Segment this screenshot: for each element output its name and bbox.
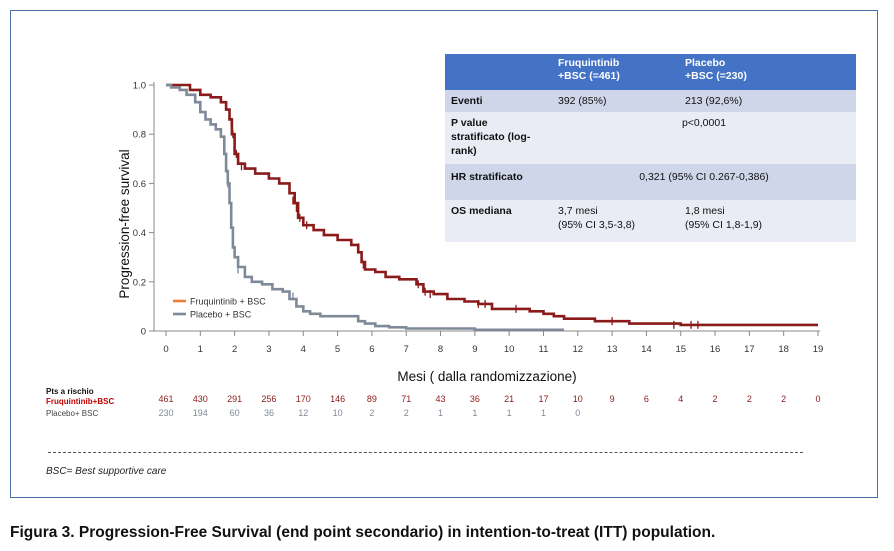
figure-frame [10,10,878,498]
risk-value: 461 [158,394,173,404]
risk-value: 2 [747,394,752,404]
table-header-empty [445,54,552,90]
row-label: P value stratificato (log- rank) [445,112,552,164]
x-tick-label: 1 [198,344,203,355]
cell-hr: 0,321 (95% CI 0.267-0,386) [552,164,856,200]
risk-value: 230 [158,408,173,418]
risk-value: 256 [261,394,276,404]
risk-value: 1 [541,408,546,418]
y-tick-label: 0.8 [133,130,146,141]
y-tick-label: 1.0 [133,81,146,92]
x-tick-label: 12 [573,344,584,355]
legend-entry: Placebo + BSC [190,310,252,320]
x-tick-label: 0 [163,344,168,355]
risk-value: 1 [472,408,477,418]
x-tick-label: 16 [710,344,721,355]
table-header-placebo: Placebo +BSC (=230) [679,54,856,90]
x-tick-label: 4 [301,344,306,355]
risk-value: 12 [298,408,308,418]
risk-value: 194 [193,408,208,418]
risk-value: 43 [436,394,446,404]
risk-value: 146 [330,394,345,404]
row-label: Eventi [445,90,552,112]
figure-caption: Figura 3. Progression-Free Survival (end… [10,524,716,541]
risk-row-label: Fruquintinib+BSC [46,397,114,406]
risk-value: 9 [610,394,615,404]
x-tick-label: 6 [369,344,374,355]
summary-table: Fruquintinib +BSC (=461) Placebo +BSC (=… [445,54,856,242]
series-line-1 [166,83,565,332]
risk-value: 71 [401,394,411,404]
risk-value: 17 [538,394,548,404]
table-row-pvalue: P value stratificato (log- rank) p<0,000… [445,112,856,164]
risk-value: 2 [781,394,786,404]
risk-value: 1 [438,408,443,418]
table-header-fruquintinib: Fruquintinib +BSC (=461) [552,54,679,90]
footnote: BSC= Best supportive care [46,466,167,477]
risk-value: 2 [369,408,374,418]
x-tick-label: 7 [404,344,409,355]
row-label: HR stratificato [445,164,552,200]
x-tick-label: 2 [232,344,237,355]
x-tick-label: 5 [335,344,340,355]
cell-placebo: 213 (92,6%) [679,90,856,112]
risk-value: 170 [296,394,311,404]
x-tick-label: 8 [438,344,443,355]
risk-value: 2 [404,408,409,418]
cell-pvalue: p<0,0001 [552,112,856,164]
risk-value: 1 [507,408,512,418]
cell-fruquintinib: 392 (85%) [552,90,679,112]
risk-value: 21 [504,394,514,404]
x-tick-label: 13 [607,344,618,355]
y-tick-label: 0 [141,327,146,338]
y-tick-label: 0.2 [133,277,146,288]
chart-legend: Fruquintinib + BSC Placebo + BSC [173,297,266,320]
risk-value: 36 [470,394,480,404]
x-tick-label: 18 [778,344,789,355]
risk-value: 10 [333,408,343,418]
x-tick-label: 19 [813,344,824,355]
risk-value: 60 [230,408,240,418]
x-tick-label: 15 [675,344,686,355]
risk-value: 0 [815,394,820,404]
x-tick-label: 3 [266,344,271,355]
risk-value: 10 [573,394,583,404]
table-row-os: OS mediana 3,7 mesi (95% CI 3,5-3,8) 1,8… [445,200,856,242]
risk-value: 0 [575,408,580,418]
cell-fruquintinib: 3,7 mesi (95% CI 3,5-3,8) [552,200,679,242]
risk-value: 2 [713,394,718,404]
risk-value: 430 [193,394,208,404]
cell-placebo: 1,8 mesi (95% CI 1,8-1,9) [679,200,856,242]
chart-axes: 0 1 2 3 4 5 6 7 8 9 10 11 12 13 14 15 16 17 18 1900.20.40.6… [117,81,823,385]
x-tick-label: 9 [472,344,477,355]
risk-value: 6 [644,394,649,404]
x-tick-label: 11 [539,344,549,355]
risk-table-title: Pts a rischio [46,387,94,396]
y-tick-label: 0.6 [133,179,146,190]
x-axis-label: Mesi ( dalla randomizzazione) [397,369,576,384]
chart-curves [166,83,818,332]
risk-value: 4 [678,394,683,404]
x-tick-label: 14 [641,344,652,355]
divider-line [48,452,803,453]
risk-row-label: Placebo+ BSC [46,409,98,418]
table-row-eventi: Eventi 392 (85%) 213 (92,6%) [445,90,856,112]
risk-value: 291 [227,394,242,404]
x-tick-label: 17 [744,344,755,355]
y-tick-label: 0.4 [133,228,146,239]
risk-value: 89 [367,394,377,404]
y-axis-label: Progression-free survival [117,149,132,298]
risk-value: 36 [264,408,274,418]
row-label: OS mediana [445,200,552,242]
legend-entry: Fruquintinib + BSC [190,297,266,307]
table-row-hr: HR stratificato 0,321 (95% CI 0.267-0,38… [445,164,856,200]
x-tick-label: 10 [504,344,515,355]
